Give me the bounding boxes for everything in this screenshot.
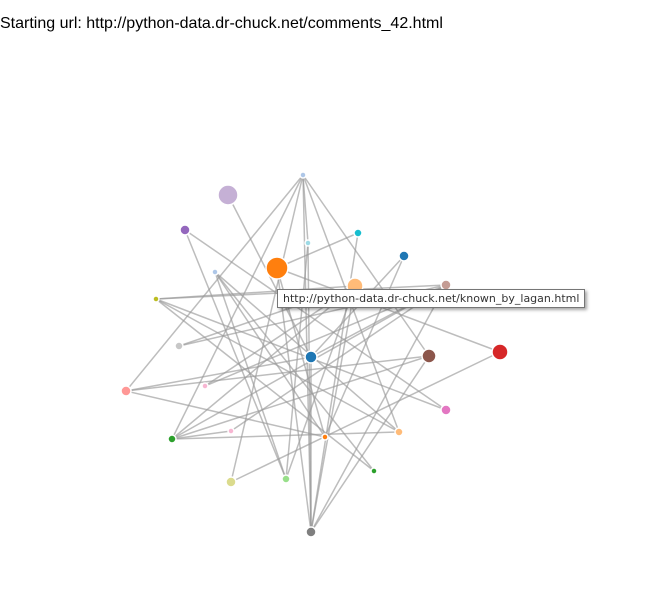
graph-link <box>230 284 447 432</box>
node-layer <box>120 171 509 538</box>
node-tooltip: http://python-data.dr-chuck.net/known_by… <box>277 289 586 308</box>
graph-link <box>285 242 309 480</box>
graph-node[interactable] <box>152 295 160 303</box>
graph-link <box>230 174 304 483</box>
graph-node[interactable] <box>304 239 312 247</box>
graph-link <box>276 267 501 353</box>
graph-node[interactable] <box>321 433 329 441</box>
graph-link <box>171 430 232 440</box>
graph-node[interactable] <box>227 427 235 435</box>
graph-link <box>302 174 430 357</box>
graph-link <box>125 355 430 392</box>
graph-node[interactable] <box>265 256 289 280</box>
graph-link <box>125 356 312 392</box>
graph-node[interactable] <box>491 343 509 361</box>
graph-link <box>310 284 447 533</box>
graph-node[interactable] <box>179 224 191 236</box>
graph-link <box>155 298 375 472</box>
graph-link <box>230 351 501 483</box>
graph-node[interactable] <box>421 348 437 364</box>
graph-node[interactable] <box>353 228 363 238</box>
graph-node[interactable] <box>120 385 132 397</box>
graph-link <box>171 285 356 440</box>
graph-link <box>125 174 304 392</box>
graph-link <box>155 298 400 433</box>
graph-link <box>276 232 359 269</box>
graph-node[interactable] <box>167 434 177 444</box>
graph-link <box>214 271 326 438</box>
starting-url-label: Starting url: <box>0 15 82 32</box>
graph-node[interactable] <box>211 268 219 276</box>
graph-node[interactable] <box>398 250 410 262</box>
graph-link <box>310 355 430 533</box>
graph-node[interactable] <box>304 350 318 364</box>
graph-node[interactable] <box>174 341 184 351</box>
graph-link <box>310 232 359 533</box>
graph-node[interactable] <box>299 171 307 179</box>
starting-url-value: http://python-data.dr-chuck.net/comments… <box>86 15 443 32</box>
graph-node[interactable] <box>281 474 291 484</box>
graph-link <box>324 255 405 438</box>
graph-link <box>214 271 287 480</box>
graph-link <box>171 431 400 440</box>
graph-node[interactable] <box>201 382 209 390</box>
graph-node[interactable] <box>440 404 452 416</box>
starting-url-line: Starting url: http://python-data.dr-chuc… <box>0 15 443 33</box>
graph-node[interactable] <box>225 476 237 488</box>
graph-link <box>125 390 326 438</box>
graph-node[interactable] <box>217 184 239 206</box>
link-layer <box>125 174 501 533</box>
graph-node[interactable] <box>394 427 404 437</box>
graph-link <box>184 229 287 480</box>
graph-link <box>171 355 430 440</box>
graph-node[interactable] <box>370 467 378 475</box>
graph-link <box>285 285 356 480</box>
graph-node[interactable] <box>305 526 317 538</box>
